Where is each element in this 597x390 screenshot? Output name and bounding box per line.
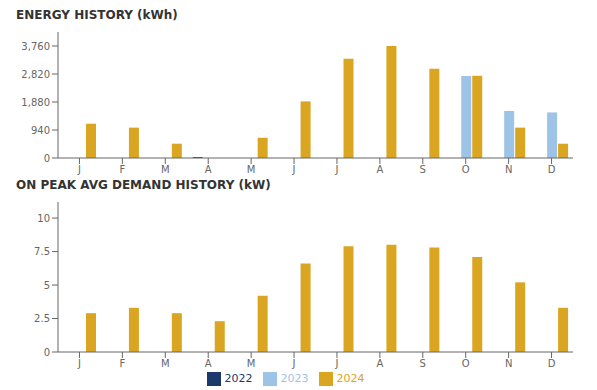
svg-text:7.5: 7.5: [34, 246, 50, 257]
svg-text:N: N: [505, 164, 512, 175]
svg-text:2,820: 2,820: [21, 69, 50, 80]
svg-text:O: O: [462, 164, 470, 175]
svg-text:0: 0: [44, 153, 50, 164]
svg-text:J: J: [77, 164, 81, 175]
svg-text:940: 940: [31, 125, 50, 136]
svg-text:10: 10: [37, 213, 50, 224]
html-text:ENERGY HISTORY (kWh): ENERGY HISTORY (kWh): [16, 8, 178, 22]
svg-text:M: M: [161, 164, 170, 175]
svg-text:5: 5: [44, 280, 50, 291]
svg-text:J: J: [334, 164, 338, 175]
svg-text:2.5: 2.5: [34, 313, 50, 324]
html-text:2023: 2023: [280, 372, 309, 385]
svg-text:A: A: [376, 358, 383, 369]
svg-text:J: J: [292, 358, 296, 369]
svg-text:S: S: [420, 358, 426, 369]
svg-text:3,760: 3,760: [21, 41, 50, 52]
svg-text:M: M: [161, 358, 170, 369]
svg-text:N: N: [505, 358, 512, 369]
svg-text:A: A: [376, 164, 383, 175]
svg-text:D: D: [548, 164, 556, 175]
html-text:2024: 2024: [336, 372, 365, 385]
html-text:2022: 2022: [224, 372, 253, 385]
html-text:ON PEAK AVG DEMAND HISTORY (kW: ON PEAK AVG DEMAND HISTORY (kW): [16, 178, 271, 192]
svg-text:F: F: [119, 358, 125, 369]
svg-text:A: A: [205, 164, 212, 175]
svg-text:J: J: [77, 358, 81, 369]
svg-text:1,880: 1,880: [21, 97, 50, 108]
svg-text:A: A: [205, 358, 212, 369]
svg-text:O: O: [462, 358, 470, 369]
svg-text:M: M: [247, 164, 256, 175]
svg-text:J: J: [292, 164, 296, 175]
svg-text:M: M: [247, 358, 256, 369]
svg-text:J: J: [334, 358, 338, 369]
svg-text:S: S: [420, 164, 426, 175]
svg-text:D: D: [548, 358, 556, 369]
svg-text:F: F: [119, 164, 125, 175]
svg-text:0: 0: [44, 347, 50, 358]
